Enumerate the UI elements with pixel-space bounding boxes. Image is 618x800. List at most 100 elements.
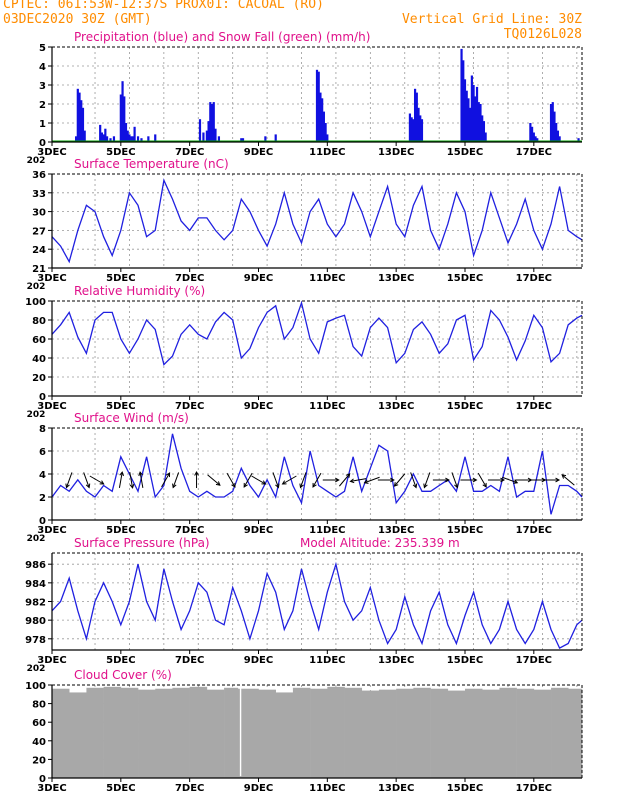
cloud-bar [241,688,259,778]
wind-arrow-shaft [312,472,322,488]
cloud-bar [138,689,156,778]
precip-bar [463,79,467,142]
y-tick-label: 1 [39,119,46,130]
x-tick-label: 5DEC [106,525,135,536]
y-tick-label: 100 [25,681,46,692]
x-tick-label: 11DEC [309,273,345,284]
wind-arrow-head [472,477,478,483]
x-tick-label: 15DEC [447,147,483,158]
header-location: CPTEC: 061:53W-12:37S PROX01: CACOAL (RO… [3,0,324,12]
wind-arrow-shaft [89,475,104,485]
wind-arrow [477,472,487,488]
y-tick-label: 980 [25,616,46,627]
precip-bar [133,126,136,142]
x-tick-label: 9DEC [244,655,273,666]
header-grid-line: Vertical Grid Line: 30Z [401,12,582,27]
precip-bar [553,111,556,142]
wind-arrow [502,476,519,484]
x-tick-label: 5DEC [106,783,135,794]
x-tick-label: 15DEC [447,273,483,284]
precip-bar [102,134,105,142]
wind-arrow [322,477,340,483]
wind-arrow-head [243,482,248,488]
cloud-bar [172,687,190,778]
precip-bar [78,92,81,142]
wind-arrow-head [299,483,304,489]
cloud-bar [430,688,449,778]
y-tick-label: 0 [39,392,46,403]
wind-arrow [243,472,253,488]
cloud-bar [344,687,363,778]
precip-bar [74,136,78,142]
precip-bar [126,130,129,142]
x-tick-label: 11DEC [309,655,345,666]
y-tick-label: 21 [32,264,46,275]
wind-arrow [410,472,418,489]
y-tick-label: 978 [25,635,46,646]
x-tick-label: 13DEC [378,147,414,158]
wind-arrow-head [412,483,418,489]
cloud-bar [551,687,569,778]
cloud-bar [464,688,483,778]
wind-arrow [207,474,221,486]
pres-line [51,561,583,649]
y-tick-label: 0 [39,516,46,527]
wind-arrow-shaft [451,472,458,488]
wind-arrow-shaft [243,472,253,488]
wind-arrow [312,472,322,488]
x-tick-label: 3DEC [37,147,66,158]
x-tick-label: 17DEC [516,147,552,158]
date-year-label: 202 [27,534,46,544]
wind-arrow-head [335,477,340,483]
precip-bar [99,124,102,142]
x-tick-label: 13DEC [378,273,414,284]
precip-bar [549,104,553,142]
wind-arrow [339,473,351,487]
cloud-bar [69,692,87,778]
wind-arrow [83,472,91,489]
precip-bar [484,132,487,142]
wind-arrow [432,477,450,483]
cloud-bar [275,692,294,778]
y-tick-label: 30 [32,208,46,219]
precip-title: Precipitation (blue) and Snow Fall (gree… [74,30,370,44]
cloud-bar [499,687,517,778]
model-altitude: Model Altitude: 235.339 m [300,536,460,550]
wind-arrow [393,473,406,487]
precip-bar [413,88,417,142]
y-tick-label: 2 [39,493,46,504]
cloud-panel: 0 20 40 60 80 100 3DEC 5DEC 7DEC 9DEC 11DEC 13DEC 15… [25,668,583,794]
x-tick-label: 7DEC [175,273,204,284]
wind-arrow [65,472,73,489]
wind-arrow [515,477,533,483]
wind-arrow-shaft [282,475,297,485]
wind-arrow-shaft [66,472,73,488]
wind-arrow-shaft [561,474,575,486]
y-tick-label: 8 [39,424,46,435]
precip-bar [558,136,561,142]
cloud-bar [310,688,328,778]
x-tick-label: 11DEC [309,147,345,158]
wind-arrow-head [119,471,124,477]
precip-bar [322,111,325,142]
wind-arrow-head [138,471,143,477]
cloud-bar [120,687,139,778]
x-tick-label: 3DEC [37,401,66,412]
y-tick-label: 36 [32,170,46,181]
rh-panel: 0 20 40 60 80 100 3DEC 5DEC 7DEC 9DEC 11DEC 13DEC 15… [25,284,583,420]
precip-bar [472,85,475,142]
temp-panel: 21 24 27 30 33 36 3DEC 5DEC 7DEC 9DEC 11DEC 13DEC 15… [27,157,583,292]
precip-bar [577,138,580,142]
x-tick-label: 7DEC [175,783,204,794]
wind-arrow [299,472,307,489]
cloud-bar [413,687,431,778]
header-date: 03DEC2020 30Z (GMT) [3,12,152,27]
x-tick-label: 5DEC [106,147,135,158]
precip-bar [140,138,143,142]
precip-bar [319,92,322,142]
rh-title: Relative Humidity (%) [74,284,205,298]
wind-arrow [529,477,547,483]
wind-arrow-shaft [207,474,221,486]
wind-arrow [138,471,144,488]
y-tick-label: 4 [39,62,46,73]
